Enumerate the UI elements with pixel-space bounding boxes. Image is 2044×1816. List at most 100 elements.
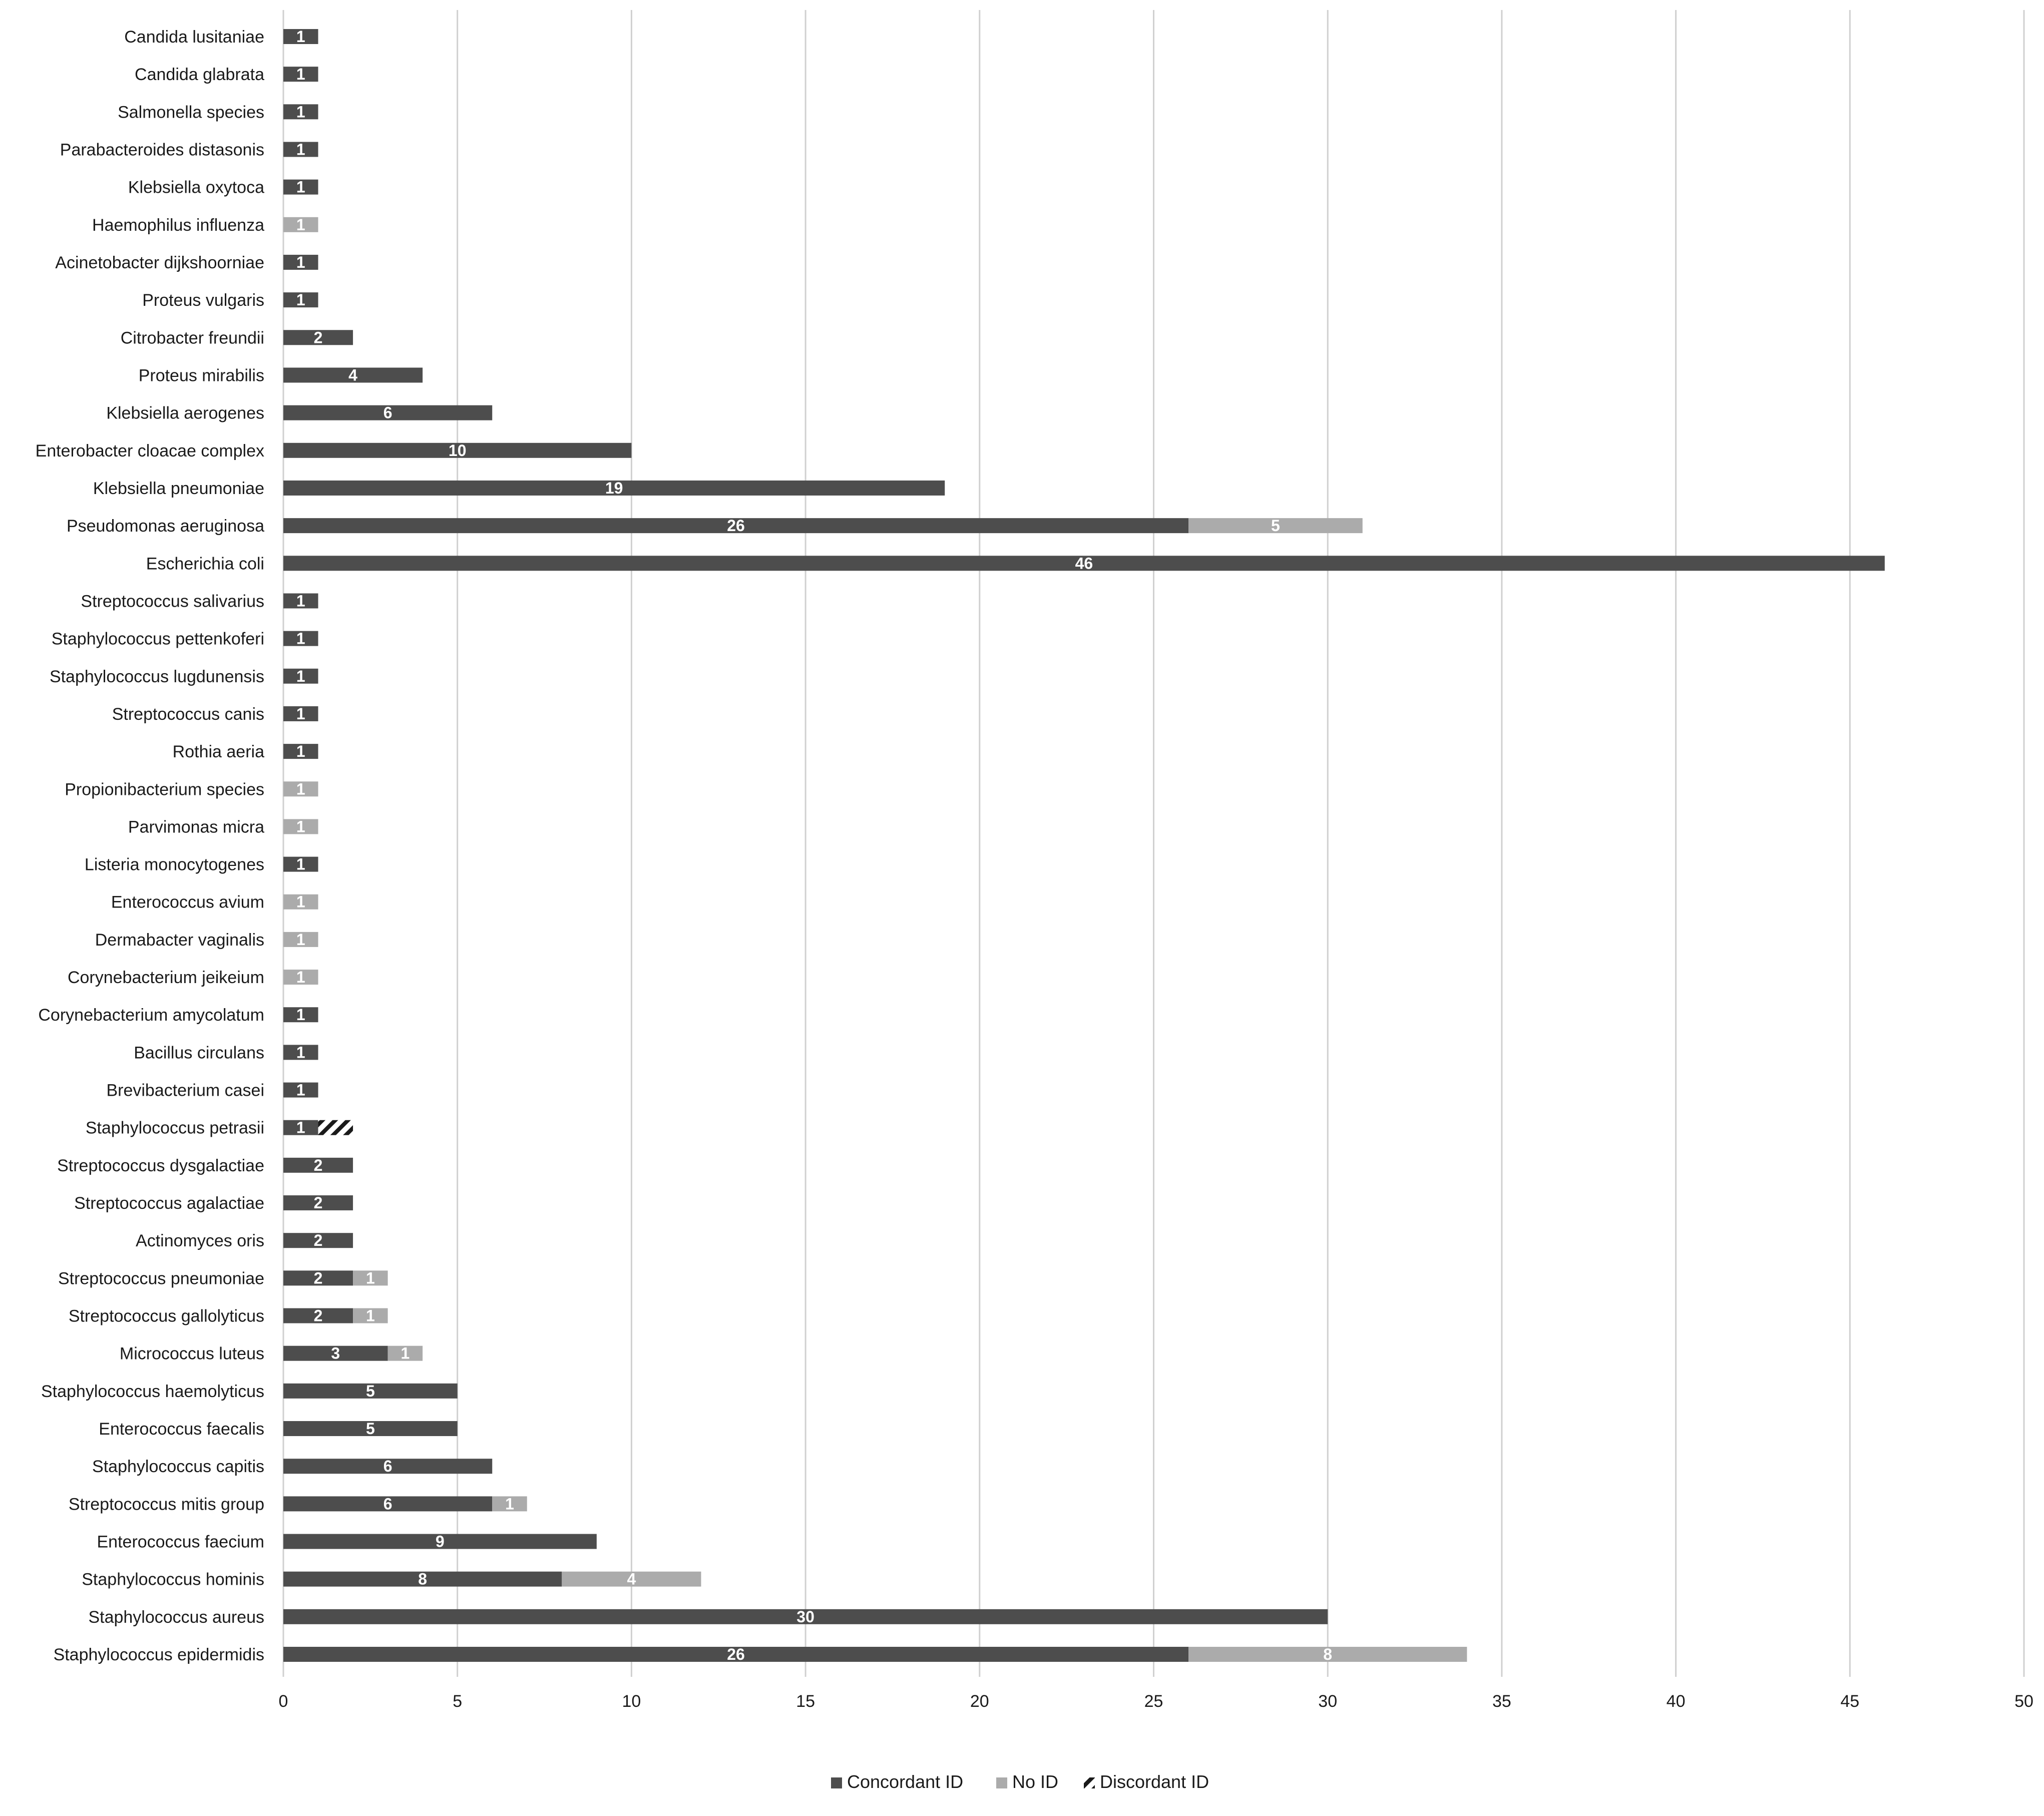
bar-segment-no-id bbox=[1188, 1647, 1467, 1662]
x-tick-label: 15 bbox=[796, 1692, 815, 1711]
category-label: Haemophilus influenza bbox=[92, 216, 264, 235]
data-label: 1 bbox=[296, 592, 305, 610]
category-label: Klebsiella oxytoca bbox=[128, 178, 264, 197]
bar-segment-concordant-id bbox=[283, 254, 318, 270]
bar-segment-no-id bbox=[283, 781, 318, 797]
x-tick-label: 35 bbox=[1492, 1692, 1511, 1711]
x-tick-label: 5 bbox=[453, 1692, 462, 1711]
bar-segment-concordant-id bbox=[283, 67, 318, 82]
bar-segment-concordant-id bbox=[283, 480, 945, 496]
gridlines bbox=[282, 10, 2025, 1677]
category-label: Dermabacter vaginalis bbox=[95, 931, 264, 950]
bar-segment-concordant-id bbox=[283, 1007, 318, 1023]
bar-segment-no-id bbox=[283, 932, 318, 947]
bar-segment-concordant-id bbox=[283, 142, 318, 157]
data-label: 1 bbox=[366, 1307, 375, 1325]
category-label: Parabacteroides distasonis bbox=[60, 140, 264, 159]
bar-segment-concordant-id bbox=[283, 1421, 458, 1437]
category-label: Actinomyces oris bbox=[136, 1231, 264, 1250]
bar-segment-concordant-id bbox=[283, 1383, 458, 1399]
category-label: Listeria monocytogenes bbox=[85, 855, 264, 874]
legend-swatch bbox=[1084, 1777, 1095, 1788]
bar-segment-no-id bbox=[353, 1308, 388, 1323]
data-label: 26 bbox=[727, 517, 745, 535]
data-label: 1 bbox=[296, 216, 305, 234]
bar-segment-concordant-id bbox=[283, 744, 318, 759]
data-label: 5 bbox=[366, 1382, 375, 1400]
x-tick-label: 25 bbox=[1144, 1692, 1163, 1711]
data-label: 1 bbox=[296, 140, 305, 158]
category-label: Rothia aeria bbox=[173, 742, 264, 761]
category-label: Corynebacterium jeikeium bbox=[68, 968, 264, 987]
category-label: Streptococcus gallolyticus bbox=[69, 1307, 264, 1326]
category-label: Propionibacterium species bbox=[65, 780, 264, 799]
data-label: 10 bbox=[449, 441, 467, 460]
category-label: Brevibacterium casei bbox=[106, 1081, 264, 1100]
data-label: 6 bbox=[383, 1457, 392, 1475]
data-label: 5 bbox=[1271, 517, 1280, 535]
bar-segment-concordant-id bbox=[283, 442, 632, 458]
data-label: 5 bbox=[366, 1420, 375, 1438]
bar-segment-no-id bbox=[492, 1496, 527, 1512]
bar-segment-concordant-id bbox=[283, 1120, 318, 1135]
bar-segment-concordant-id bbox=[283, 1308, 353, 1323]
bar-segment-concordant-id bbox=[283, 1045, 318, 1060]
data-label: 1 bbox=[296, 253, 305, 271]
x-tick-label: 10 bbox=[622, 1692, 641, 1711]
x-tick-label: 45 bbox=[1840, 1692, 1859, 1711]
data-label: 1 bbox=[296, 291, 305, 309]
bar-segment-concordant-id bbox=[283, 1496, 493, 1512]
category-label: Staphylococcus pettenkoferi bbox=[52, 630, 264, 649]
category-label: Staphylococcus epidermidis bbox=[54, 1645, 264, 1664]
bar-segment-concordant-id bbox=[283, 1459, 493, 1474]
data-label: 2 bbox=[314, 1194, 323, 1212]
x-axis-tick-labels: 0 5 10 15 20 25 30 35 40 45 50 bbox=[279, 1692, 2033, 1711]
data-label: 1 bbox=[296, 893, 305, 911]
bar-segment-concordant-id bbox=[283, 1345, 388, 1361]
data-label: 1 bbox=[296, 630, 305, 648]
data-label: 1 bbox=[296, 1006, 305, 1024]
bar-segment-no-id bbox=[283, 217, 318, 232]
bar-segment-no-id bbox=[283, 819, 318, 834]
category-label: Escherichia coli bbox=[146, 554, 264, 573]
category-label: Staphylococcus capitis bbox=[92, 1457, 264, 1476]
category-label: Staphylococcus petrasii bbox=[86, 1119, 264, 1138]
data-label: 1 bbox=[366, 1269, 375, 1287]
data-label: 30 bbox=[796, 1608, 814, 1626]
category-label: Enterococcus faecium bbox=[97, 1533, 265, 1552]
data-label: 1 bbox=[296, 28, 305, 46]
category-label: Streptococcus mitis group bbox=[69, 1495, 264, 1514]
data-label: 1 bbox=[296, 65, 305, 83]
data-label: 9 bbox=[436, 1533, 445, 1551]
category-label: Enterobacter cloacae complex bbox=[36, 441, 264, 461]
bar-segment-concordant-id bbox=[283, 367, 423, 383]
bar-segment-no-id bbox=[283, 894, 318, 910]
bar-segment-concordant-id bbox=[283, 104, 318, 120]
bar-segment-no-id bbox=[562, 1571, 701, 1587]
data-label: 1 bbox=[296, 667, 305, 685]
data-label: 1 bbox=[296, 968, 305, 986]
data-label: 1 bbox=[296, 742, 305, 760]
category-label: Enterococcus avium bbox=[111, 893, 264, 912]
bar-segment-concordant-id bbox=[283, 706, 318, 721]
bar-segment-concordant-id bbox=[283, 1233, 353, 1248]
data-label: 4 bbox=[348, 366, 357, 384]
category-label: Staphylococcus lugdunensis bbox=[50, 667, 264, 686]
data-label: 2 bbox=[314, 1156, 323, 1174]
category-label: Streptococcus agalactiae bbox=[74, 1194, 264, 1213]
x-tick-label: 20 bbox=[970, 1692, 989, 1711]
data-label: 1 bbox=[400, 1344, 410, 1363]
data-label: 26 bbox=[727, 1645, 745, 1663]
data-label: 8 bbox=[1323, 1645, 1332, 1663]
bar-segment-concordant-id bbox=[283, 631, 318, 646]
x-tick-label: 50 bbox=[2014, 1692, 2033, 1711]
category-label: Staphylococcus aureus bbox=[88, 1608, 264, 1627]
bar-segment-concordant-id bbox=[283, 1195, 353, 1211]
x-tick-label: 30 bbox=[1318, 1692, 1337, 1711]
data-label: 6 bbox=[383, 404, 392, 422]
bar-segment-no-id bbox=[387, 1345, 423, 1361]
data-label: 1 bbox=[296, 817, 305, 835]
data-label: 4 bbox=[627, 1570, 636, 1588]
bar-segment-concordant-id bbox=[283, 556, 1885, 571]
